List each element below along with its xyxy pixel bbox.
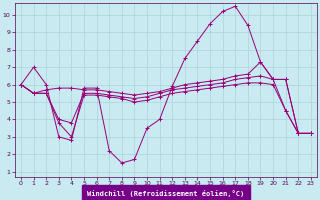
X-axis label: Windchill (Refroidissement éolien,°C): Windchill (Refroidissement éolien,°C): [87, 190, 244, 197]
